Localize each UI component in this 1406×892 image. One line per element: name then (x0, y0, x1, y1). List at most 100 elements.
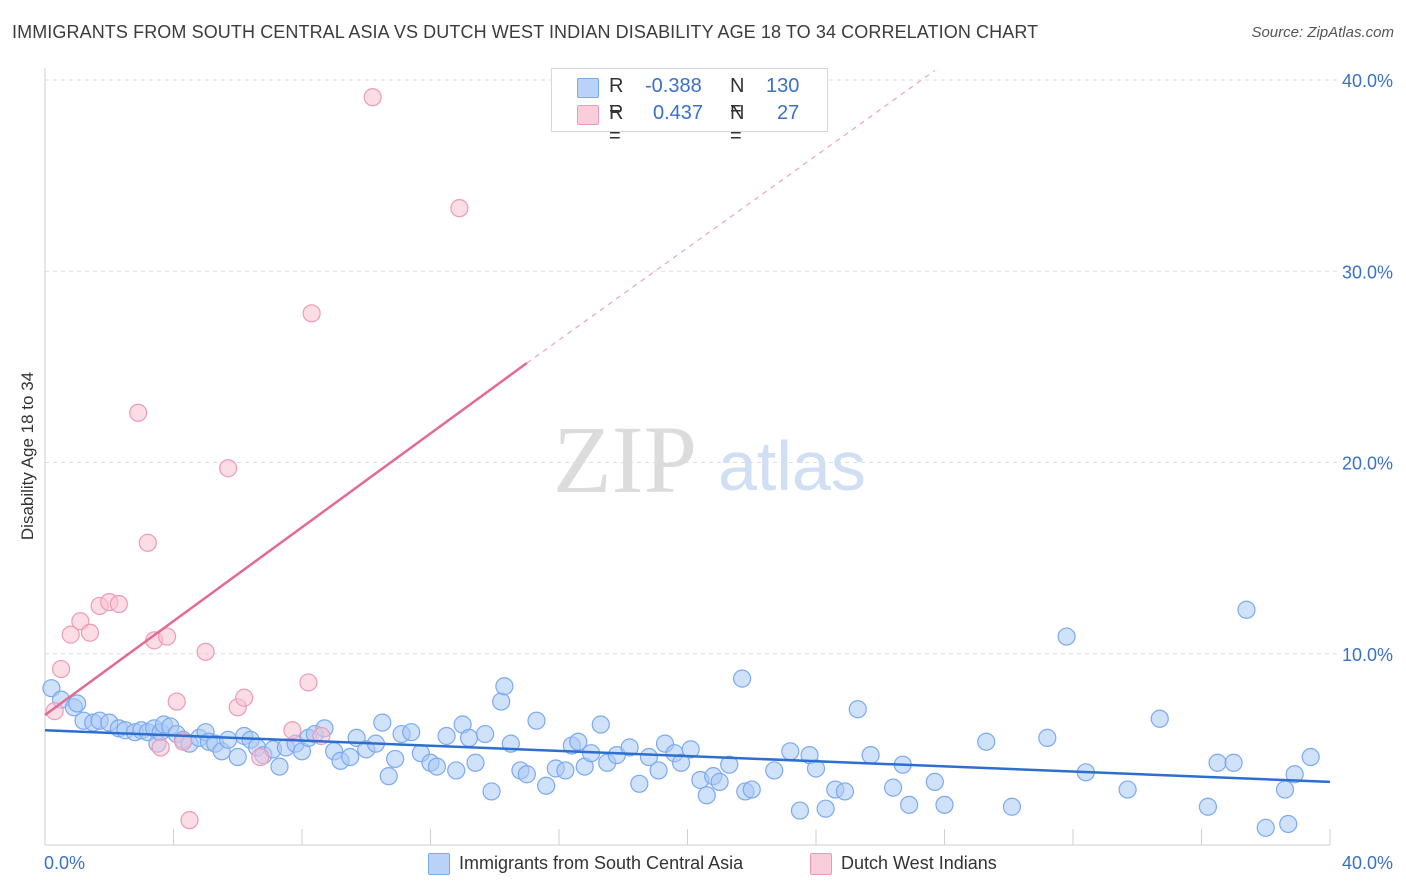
immigrants-point (1279, 814, 1298, 834)
immigrants-point (733, 669, 752, 688)
dutch-west-indians-point (174, 732, 193, 751)
dutch-west-indians-point (51, 659, 71, 679)
watermark-atlas: atlas (718, 427, 866, 505)
series-dutch-west-indians-points (45, 88, 469, 830)
immigrants-point (379, 767, 398, 786)
dutch-west-indians-point (299, 673, 318, 692)
immigrants-point (1301, 747, 1320, 767)
immigrants-point (373, 713, 392, 732)
immigrants-point (620, 738, 639, 757)
dutch-west-indians-point (109, 594, 128, 614)
watermark: ZIP atlas (553, 406, 866, 513)
immigrants-point (816, 799, 835, 818)
dutch-west-indians-swatch (577, 105, 599, 125)
immigrants-point (228, 747, 247, 767)
grid-layer (45, 79, 1338, 655)
immigrants-point (1198, 797, 1218, 816)
dutch-west-indians-point (302, 304, 321, 323)
immigrants-point (1118, 780, 1137, 799)
immigrants-point (495, 677, 514, 696)
immigrants-point (270, 757, 289, 776)
immigrants-point (848, 700, 867, 719)
r-label: R = (609, 75, 624, 120)
immigrants-point (835, 782, 855, 801)
immigrants-point (1057, 627, 1076, 646)
immigrants-point (697, 786, 716, 805)
immigrants-point (437, 726, 456, 746)
y-tick-label: 40.0% (1342, 71, 1393, 91)
immigrants-point (341, 747, 360, 767)
immigrants-point (1208, 753, 1227, 772)
immigrants-point (1038, 728, 1057, 748)
n-label: N = (730, 102, 745, 147)
immigrants-point (537, 776, 556, 795)
x-tick-label: 40.0% (1342, 853, 1393, 873)
legend-label-dutch-west-indians: Dutch West Indians (841, 853, 997, 873)
dutch-west-indians-point (251, 747, 270, 767)
dutch-west-indians-point (196, 642, 215, 661)
n-label: N = (730, 75, 745, 120)
axes-layer (44, 68, 1331, 846)
immigrants-point (402, 723, 421, 742)
dutch-west-indians-point (363, 88, 382, 107)
immigrants-point (1256, 818, 1275, 837)
dutch-west-indians-point (180, 811, 199, 830)
immigrants-point (1150, 709, 1169, 728)
immigrants-point (630, 774, 649, 793)
immigrants-point (1224, 753, 1243, 772)
immigrants-point (742, 780, 761, 799)
immigrants-point (219, 730, 238, 749)
dutch-west-indians-point (283, 721, 302, 740)
immigrants-point (447, 761, 466, 780)
immigrants-point (883, 778, 903, 797)
immigrants-point (556, 761, 575, 780)
immigrants-swatch (577, 78, 599, 98)
watermark-zip: ZIP (553, 406, 697, 513)
series-immigrants-points (42, 600, 1320, 837)
immigrants-point (1237, 600, 1256, 619)
n-value: 27 (777, 102, 800, 124)
immigrants-point (1275, 780, 1295, 799)
immigrants-point (1002, 797, 1022, 816)
immigrants-point (861, 746, 880, 765)
y-tick-label: 30.0% (1342, 262, 1393, 282)
trend-lines (44, 69, 1331, 784)
dutch-west-indians-point (138, 533, 157, 552)
immigrants-point (710, 772, 729, 791)
source-label: Source: ZipAtlas.com (1251, 24, 1394, 41)
dutch-west-indians-point (167, 692, 186, 711)
dutch-west-indians-point (61, 625, 80, 644)
dutch-west-indians-point (235, 688, 254, 707)
tick-labels: 10.0% 20.0% 30.0% 40.0% 0.0% 40.0% (44, 71, 1393, 873)
dutch-west-indians-point (129, 403, 148, 422)
immigrants-point (68, 694, 87, 713)
r-value: 0.437 (653, 102, 704, 124)
immigrants-point (482, 782, 501, 801)
immigrants-point (517, 765, 536, 784)
stats-legend: R = -0.388 N = 130 R = 0.437 N = 27 (551, 68, 828, 147)
immigrants-point (720, 755, 739, 774)
dutch-west-indians-trend-line (44, 362, 528, 716)
immigrants-point (591, 715, 610, 734)
y-tick-label: 10.0% (1342, 645, 1393, 665)
r-label: R = (609, 102, 624, 147)
y-tick-label: 20.0% (1342, 454, 1393, 474)
immigrants-point (466, 753, 485, 772)
immigrants-point (925, 772, 944, 791)
x-tick-label: 0.0% (44, 853, 85, 873)
immigrants-point (649, 761, 668, 780)
immigrants-point (900, 795, 919, 814)
dutch-west-indians-point (80, 623, 100, 642)
dutch-west-indians-point (157, 627, 177, 646)
immigrants-point (781, 742, 800, 761)
immigrants-point (671, 753, 691, 772)
immigrants-trend-line (44, 729, 1331, 784)
dutch-west-indians-point (219, 459, 238, 478)
immigrants-point (790, 801, 810, 820)
dutch-west-indians-trend-extension (526, 69, 936, 364)
immigrants-point (935, 795, 954, 814)
dutch-west-indians-legend-swatch (810, 853, 832, 875)
chart-title: IMMIGRANTS FROM SOUTH CENTRAL ASIA VS DU… (12, 22, 1039, 42)
immigrants-point (765, 761, 784, 780)
